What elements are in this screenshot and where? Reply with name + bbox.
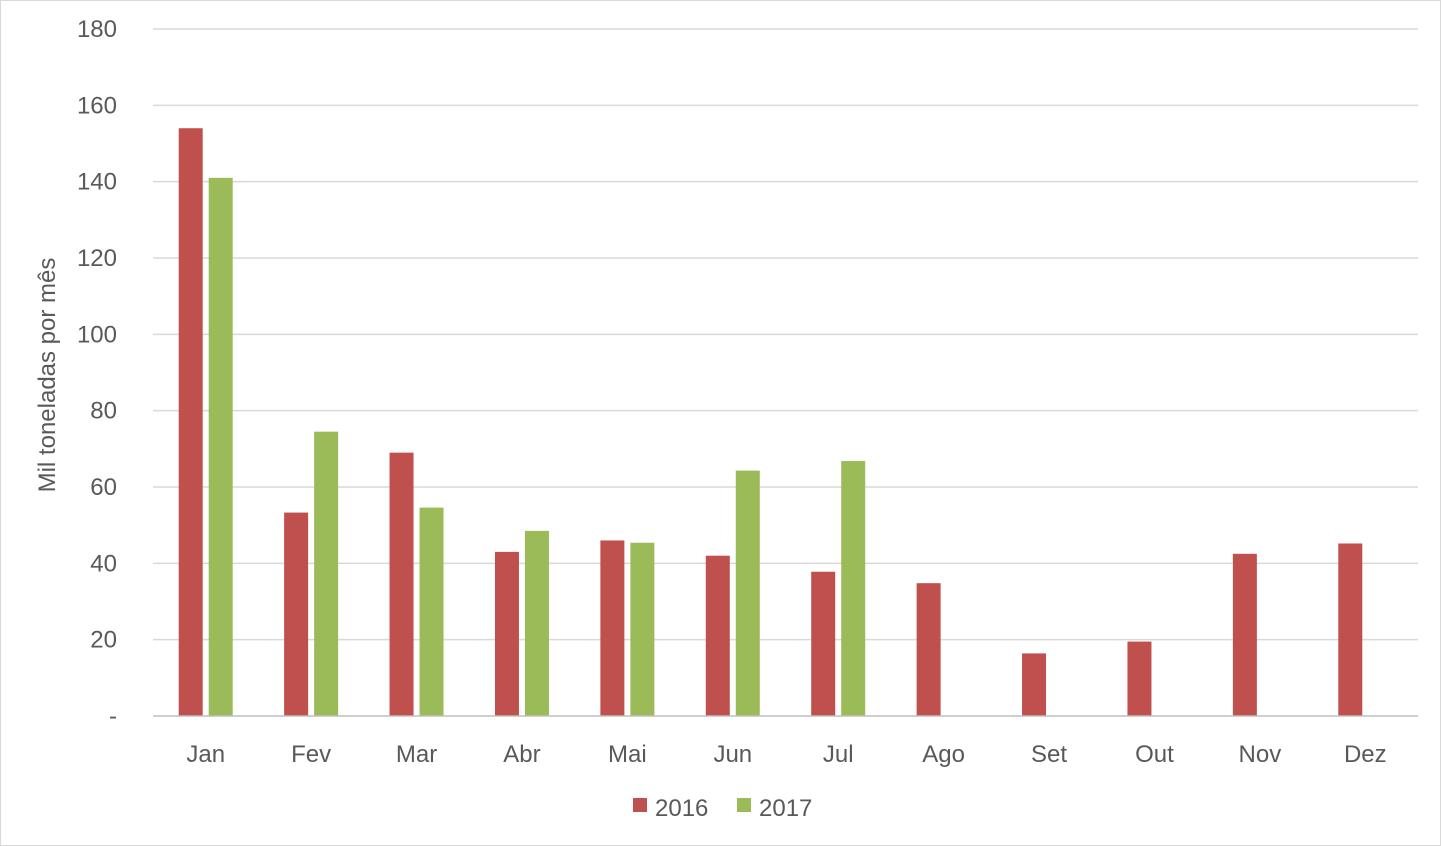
legend-label: 2017: [759, 795, 812, 822]
y-tick-label: 140: [77, 169, 117, 196]
y-axis-title: Mil toneladas por mês: [34, 258, 61, 493]
legend: 2016 2017: [633, 795, 812, 822]
y-axis-tick-labels: - 20 40 60 80 100 120 140 160 180: [77, 16, 117, 730]
y-tick-label: 160: [77, 92, 117, 119]
y-tick-label: 80: [90, 398, 117, 425]
legend-swatch: [633, 798, 647, 812]
y-tick-label: -: [109, 703, 117, 730]
x-category-label: Jun: [713, 741, 752, 768]
gridlines: [153, 28, 1418, 641]
bar-2016-Set: [1022, 653, 1047, 716]
bar-2017-Jul: [841, 461, 866, 716]
y-tick-label: 100: [77, 321, 117, 348]
x-axis-category-labels: Jan Fev Mar Abr Mai Jun Jul Ago Set Out Nov Dez: [186, 741, 1386, 768]
x-category-label: Fev: [291, 741, 331, 768]
y-tick-label: 60: [90, 474, 117, 501]
bar-2016-Fev: [284, 512, 309, 716]
x-category-label: Ago: [922, 741, 965, 768]
bars: [178, 128, 1363, 717]
bar-2016-Nov: [1232, 553, 1257, 716]
bar-2016-Abr: [494, 551, 519, 716]
y-tick-label: 120: [77, 245, 117, 272]
legend-label: 2016: [655, 795, 708, 822]
x-category-label: Set: [1031, 741, 1067, 768]
x-category-label: Jul: [823, 741, 854, 768]
bar-2016-Mai: [600, 540, 625, 716]
bar-2017-Jan: [208, 177, 233, 717]
bar-2017-Abr: [524, 530, 549, 716]
bar-2016-Dez: [1338, 543, 1363, 716]
bar-2017-Jun: [735, 470, 760, 716]
bar-2016-Jun: [705, 555, 730, 716]
bar-2016-Ago: [916, 583, 941, 716]
bar-2017-Fev: [314, 431, 339, 716]
y-tick-label: 20: [90, 627, 117, 654]
bar-2016-Mar: [389, 452, 414, 716]
x-category-label: Abr: [503, 741, 540, 768]
bar-2017-Mar: [419, 507, 444, 716]
bar-2016-Jan: [178, 128, 203, 716]
x-category-label: Nov: [1239, 741, 1282, 768]
x-category-label: Out: [1135, 741, 1174, 768]
x-category-label: Mai: [608, 741, 647, 768]
bar-2016-Out: [1127, 641, 1152, 716]
x-category-label: Mar: [396, 741, 437, 768]
bar-2016-Jul: [811, 571, 836, 716]
x-category-label: Jan: [186, 741, 225, 768]
x-category-label: Dez: [1344, 741, 1387, 768]
y-tick-label: 40: [90, 550, 117, 577]
y-tick-label: 180: [77, 16, 117, 43]
bar-2017-Mai: [630, 542, 655, 716]
legend-swatch: [737, 798, 751, 812]
